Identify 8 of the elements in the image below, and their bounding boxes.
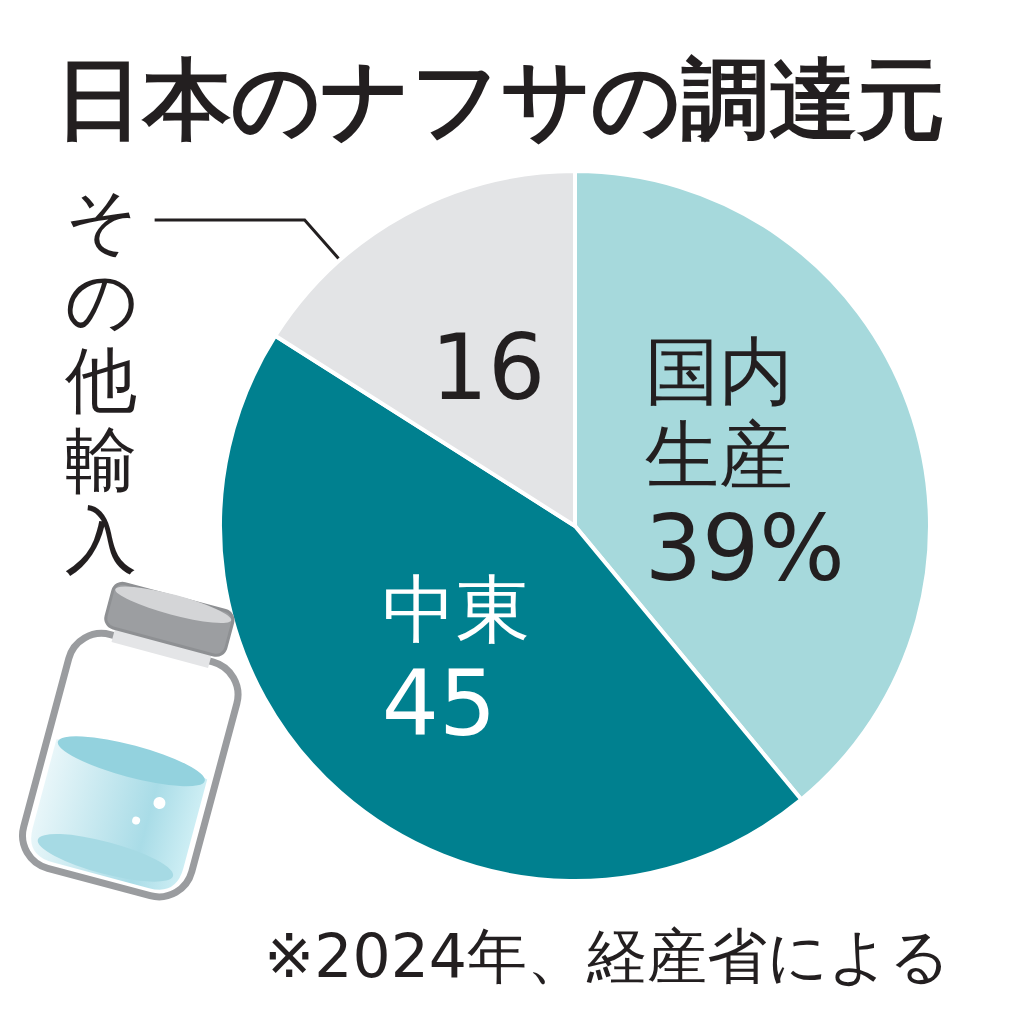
text: ※2024年、経産省による	[264, 921, 950, 991]
data-label: 16	[430, 315, 546, 421]
data-label: 45	[381, 650, 497, 756]
slice-label: 国内生産	[644, 327, 793, 498]
slice-label: その他輸入	[64, 178, 139, 583]
data-label: 39%	[644, 496, 845, 602]
slice-label: 中東	[381, 566, 530, 653]
chart-title: 日本のナフサの調達元	[55, 47, 945, 151]
